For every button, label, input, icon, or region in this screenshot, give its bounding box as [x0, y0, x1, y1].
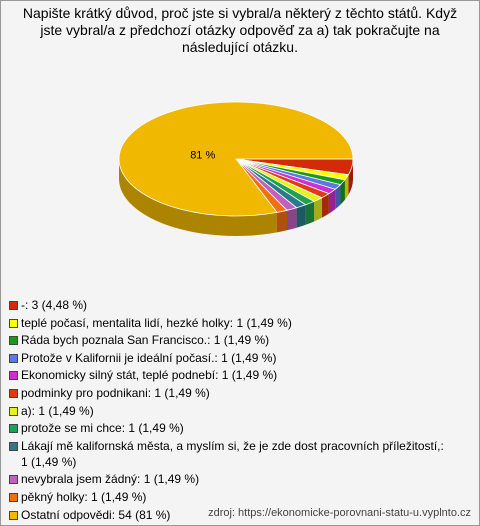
legend-swatch [9, 301, 18, 310]
legend-swatch [9, 336, 18, 346]
legend-entry: pěkný holky: 1 (1,49 %) [9, 489, 449, 505]
slice-side [335, 184, 341, 210]
pie-slice [118, 101, 354, 237]
data-label: 81 % [190, 149, 215, 161]
legend-swatch [9, 475, 18, 485]
legend-entry: Ekonomicky silný stát, teplé podnebí: 1 … [9, 367, 449, 383]
slice-side [321, 193, 329, 218]
legend-swatch [9, 510, 18, 520]
legend-label: podminky pro podnikani: 1 (1,49 %) [21, 385, 210, 400]
legend-label: Lákají mě kalifornská města, a myslím si… [21, 438, 444, 469]
pie-slice [235, 158, 298, 231]
legend-swatch [9, 353, 18, 363]
legend-entry: Protože v Kalifornii je ideální počasí.:… [9, 350, 449, 366]
legend-swatch [9, 424, 18, 434]
slice-side [286, 207, 297, 231]
legend-entry: a): 1 (1,49 %) [9, 403, 449, 419]
legend-label: -: 3 (4,48 %) [21, 298, 88, 312]
legend-label: pěkný holky: 1 (1,49 %) [21, 489, 147, 504]
legend-entry: Ráda bych poznala San Francisco.: 1 (1,4… [9, 332, 449, 348]
legend-label: Protože v Kalifornii je ideální počasí.:… [21, 350, 277, 365]
legend-swatch [9, 492, 18, 502]
chart-title: Napište krátký důvod, proč jste si vybra… [22, 5, 458, 55]
legend-swatch [9, 388, 18, 398]
legend-label: Ráda bych poznala San Francisco.: 1 (1,4… [21, 333, 270, 348]
legend-swatch [9, 371, 18, 381]
legend-label: a): 1 (1,49 %) [21, 403, 94, 418]
legend-entry: nevybrala jsem žádný: 1 (1,49 %) [9, 471, 449, 487]
legend-label: teplé počasí, mentalita lidí, hezké holk… [21, 315, 292, 330]
slice-top [118, 101, 354, 217]
pie-slice [235, 158, 316, 225]
legend-entry: Ostatní odpovědi: 54 (81 %) [9, 507, 449, 523]
slice-side [314, 197, 322, 222]
slice-side [305, 201, 315, 225]
slice-side [276, 210, 287, 233]
legend-label: nevybrala jsem žádný: 1 (1,49 %) [21, 472, 200, 487]
pie-area: 81 % [118, 101, 354, 237]
slice-side [344, 174, 349, 200]
legend-label: Ostatní odpovědi: 54 (81 %) [21, 507, 171, 522]
legend-entry: podminky pro podnikani: 1 (1,49 %) [9, 385, 449, 401]
legend-label: Ekonomicky silný stát, teplé podnebí: 1 … [21, 368, 278, 383]
legend-swatch [9, 406, 18, 416]
slice-side [340, 179, 345, 205]
legend-entry: teplé počasí, mentalita lidí, hezké holk… [9, 315, 449, 331]
legend-entry: protože se mi chce: 1 (1,49 %) [9, 420, 449, 436]
slice-side [119, 159, 277, 237]
slice-side [328, 189, 336, 214]
legend-swatch [9, 441, 18, 451]
slice-side [296, 204, 306, 228]
legend-entry: Lákají mě kalifornská města, a myslím si… [9, 438, 449, 470]
legend-entry: -: 3 (4,48 %) [9, 297, 449, 313]
legend-label: protože se mi chce: 1 (1,49 %) [21, 421, 184, 436]
source: zdroj: https://ekonomicke-porovnani-stat… [208, 507, 471, 519]
legend: -: 3 (4,48 %) teplé počasí, mentalita lid… [9, 297, 449, 524]
legend-swatch [9, 318, 18, 328]
